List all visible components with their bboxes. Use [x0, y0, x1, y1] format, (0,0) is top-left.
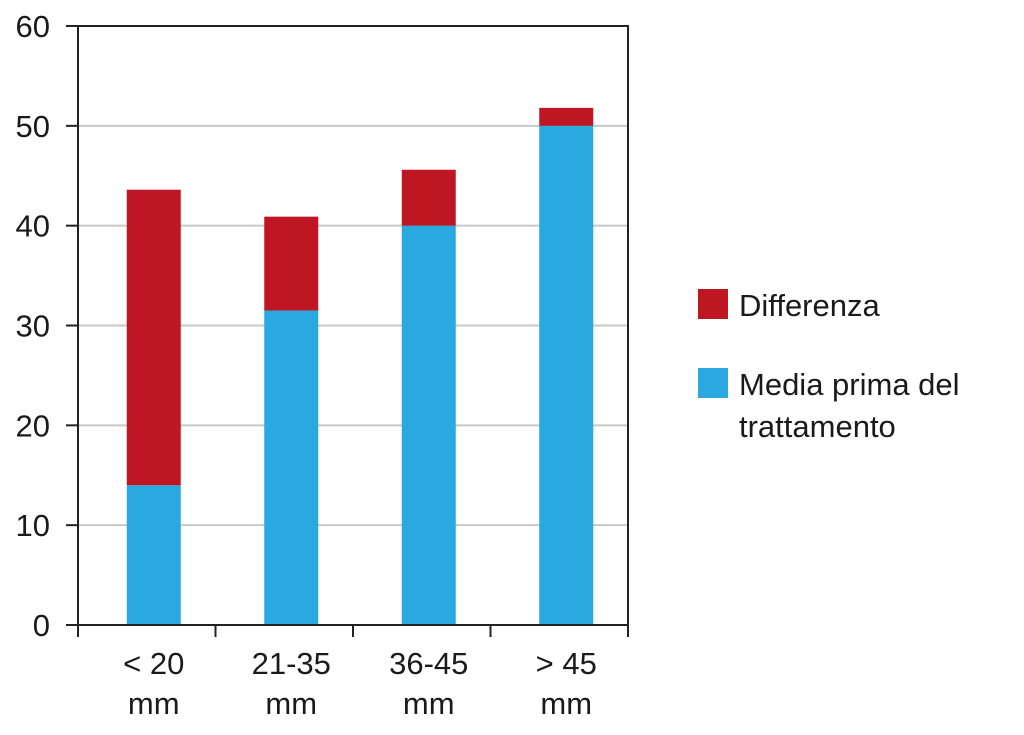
bar-media [264, 310, 319, 625]
y-tick-label: 60 [16, 9, 50, 44]
x-tick-label: 36-45 [389, 646, 468, 681]
x-tick-label: mm [265, 686, 317, 721]
bar-differenza [264, 216, 319, 311]
bar-media [401, 225, 456, 625]
x-tick-label: < 20 [123, 646, 184, 681]
bar-differenza [539, 107, 594, 126]
x-tick-label: mm [403, 686, 455, 721]
x-tick-label: mm [128, 686, 180, 721]
bar-differenza [126, 189, 181, 486]
legend-label: trattamento [739, 409, 896, 444]
legend-label: Differenza [739, 288, 880, 323]
x-tick-label: mm [540, 686, 592, 721]
bar-media [539, 125, 594, 625]
x-tick-label: > 45 [536, 646, 597, 681]
y-tick-label: 40 [16, 209, 50, 244]
y-tick-label: 0 [33, 608, 50, 643]
legend-label: Media prima del [739, 367, 960, 402]
x-tick-label: 21-35 [252, 646, 331, 681]
y-tick-label: 50 [16, 109, 50, 144]
y-tick-label: 20 [16, 408, 50, 443]
y-tick-label: 30 [16, 309, 50, 344]
legend-swatch-media [698, 368, 728, 398]
legend-swatch-differenza [698, 289, 728, 319]
bar-differenza [401, 169, 456, 226]
bar-media [126, 485, 181, 625]
y-tick-label: 10 [16, 508, 50, 543]
